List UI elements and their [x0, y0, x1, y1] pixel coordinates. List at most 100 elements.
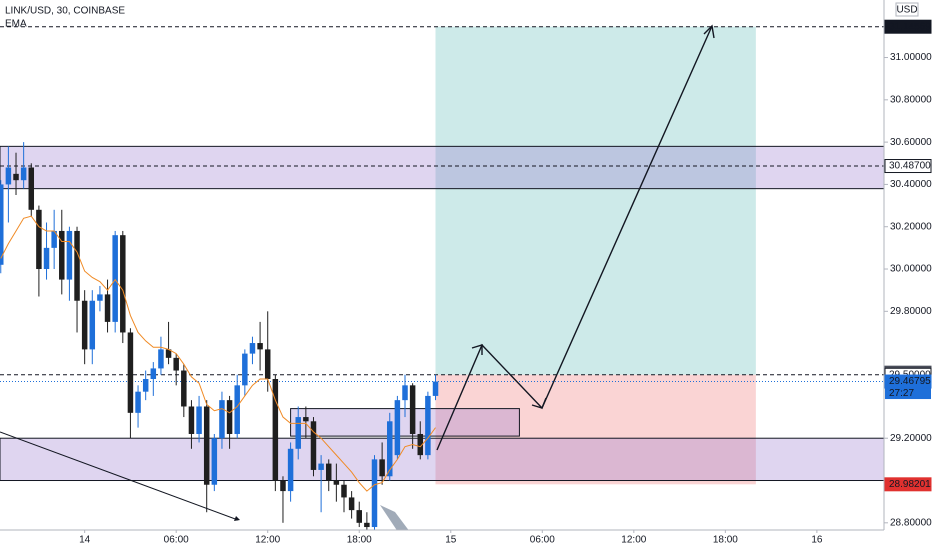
candle-body	[120, 235, 126, 333]
arrow-head	[471, 344, 483, 355]
candle-body	[74, 230, 80, 301]
candle-body	[272, 378, 279, 481]
candle-body	[135, 391, 141, 413]
candle-body	[242, 353, 248, 386]
price-axis	[884, 0, 932, 550]
candle-body	[43, 247, 50, 270]
candle-body	[387, 421, 393, 477]
candle-body	[28, 167, 35, 210]
candle-body	[341, 484, 347, 498]
candle-body	[333, 480, 340, 485]
y-tick-label: 28.80000	[890, 517, 932, 528]
candle-body	[150, 368, 157, 379]
candle-body	[188, 406, 195, 434]
candle-body	[295, 417, 301, 449]
plot-area	[0, 26, 885, 532]
supply-demand-zone	[0, 437, 885, 482]
candle-body	[219, 400, 225, 439]
candle-body	[379, 459, 385, 477]
indicator-label: EMA	[5, 19, 27, 30]
x-tick-label: 16	[811, 535, 823, 546]
candle-body	[417, 433, 424, 456]
candle-body	[310, 421, 317, 470]
candle-body	[5, 167, 12, 185]
candle-body	[112, 235, 118, 322]
candle-body	[348, 497, 355, 511]
candle-body	[211, 438, 218, 485]
price-label: 30.48700	[889, 161, 931, 172]
target-zone	[435, 26, 756, 375]
price-label: 28.98201	[889, 479, 931, 490]
x-tick-label: 12:00	[255, 535, 280, 546]
candle-body	[97, 294, 103, 301]
arrow-head	[703, 24, 715, 39]
candle-body	[264, 349, 271, 379]
currency-label[interactable]: USD	[896, 5, 917, 16]
candle-body	[181, 370, 187, 407]
candle-body	[36, 209, 42, 270]
candle-body	[20, 167, 27, 181]
x-tick-label: 18:00	[347, 535, 372, 546]
candle-body	[127, 332, 134, 413]
price-label: 31.14569	[889, 21, 931, 32]
candle-body	[66, 230, 73, 280]
candle-body	[303, 417, 309, 422]
candle-body	[158, 349, 164, 369]
candle-body	[234, 385, 240, 434]
candle-body	[432, 381, 439, 396]
supply-demand-zone	[0, 145, 885, 190]
candle-body	[104, 294, 111, 322]
x-tick-label: 15	[445, 535, 457, 546]
candle-body	[402, 385, 408, 401]
y-tick-label: 30.40000	[890, 179, 932, 190]
candle-body	[0, 184, 4, 265]
candle-body	[409, 385, 416, 434]
countdown-box	[885, 388, 931, 400]
candle-body	[165, 349, 172, 358]
axes: 28.80000 29.20000 29.80000 30.00000 30.20000…	[79, 19, 932, 546]
price-label-box	[884, 159, 932, 174]
y-tick-label: 30.00000	[890, 264, 932, 275]
x-tick-label: 06:00	[164, 535, 189, 546]
x-tick-label: 12:00	[621, 535, 646, 546]
candle-body	[257, 343, 263, 350]
arrow-head	[531, 397, 547, 409]
trend-line	[0, 431, 239, 521]
candle-body	[226, 400, 233, 434]
y-tick-label: 30.80000	[890, 94, 932, 105]
y-tick-label: 31.00000	[890, 52, 932, 63]
candle-body	[356, 510, 362, 523]
triangle-drawing	[380, 505, 410, 532]
candle-body	[249, 343, 256, 354]
candle-body	[364, 522, 370, 528]
candle-body	[325, 463, 332, 481]
symbol-title: LINK/USD, 30, COINBASE	[5, 6, 125, 17]
candle-body	[196, 406, 202, 434]
candle-body	[394, 400, 401, 456]
countdown: 27:27	[889, 388, 914, 399]
candle-body	[371, 459, 378, 528]
candle-body	[51, 230, 57, 248]
candle-body	[81, 300, 88, 350]
candle-body	[89, 300, 96, 350]
price-label-box	[884, 477, 932, 492]
y-tick-label: 29.80000	[890, 306, 932, 317]
y-tick-label: 30.20000	[890, 221, 932, 232]
projection-path	[436, 25, 713, 451]
currency-badge[interactable]	[895, 2, 919, 17]
candle-body	[203, 406, 210, 485]
ema-line	[0, 215, 436, 492]
time-axis	[0, 530, 884, 550]
y-tick-label: 29.20000	[890, 433, 932, 444]
candle-body	[425, 395, 431, 456]
stop-zone	[435, 374, 756, 485]
drawings	[0, 24, 715, 532]
candle-body	[280, 480, 286, 492]
x-tick-label: 18:00	[713, 535, 738, 546]
price-label: 29.46795	[889, 376, 931, 387]
x-tick-label: 14	[79, 535, 91, 546]
candle-body	[173, 357, 179, 371]
arrow-head	[234, 516, 240, 521]
candle-body	[59, 230, 65, 280]
